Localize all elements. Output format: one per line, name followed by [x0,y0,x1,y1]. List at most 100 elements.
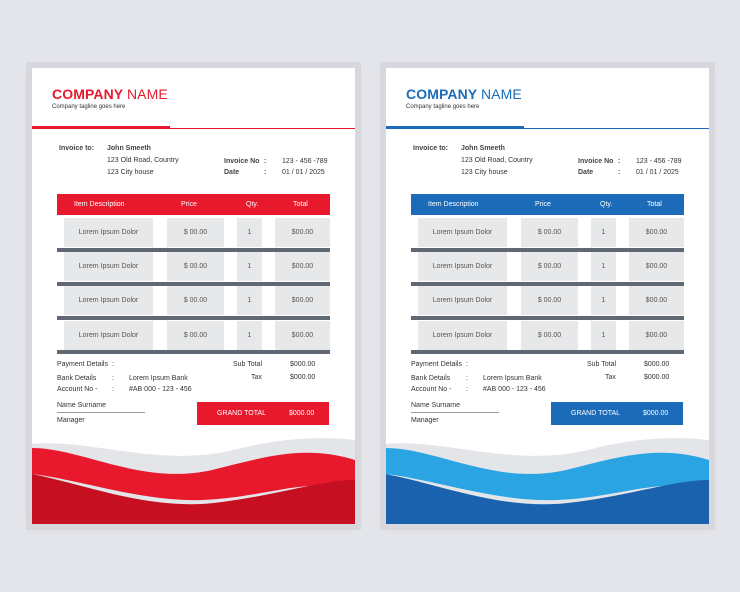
signature-name: Name Surname [411,402,461,409]
bank-name: Lorem Ipsum Bank [483,375,542,382]
account-no-label: Account No - [411,386,452,393]
row-separator [411,248,684,252]
subtotal-value: $000.00 [290,361,316,368]
header-qty: Qty. [600,201,613,208]
wave-accent [32,448,355,501]
grand-total-bar: GRAND TOTAL $000.00 [551,402,683,425]
account-no-value: #AB 000 - 123 - 456 [129,386,192,393]
header-item-description: Item Description [428,201,479,208]
invoice-to-label: Invoice to: [413,145,449,152]
signature-role: Manager [57,417,85,424]
invoice-no-label: Invoice No [578,158,614,165]
item-price: $ 00.00 [167,218,224,247]
wave-accent-dark [32,474,355,524]
footer-wave [386,438,709,524]
colon: : [112,361,114,368]
invoice-no-value: 123 - 456 -789 [282,158,328,165]
header-total: Total [293,201,308,208]
row-separator [57,350,330,354]
account-no-value: #AB 000 - 123 - 456 [483,386,546,393]
subtotal-label: Sub Total [587,361,617,368]
date-value: 01 / 01 / 2025 [636,169,679,176]
signature-name: Name Surname [57,402,107,409]
subtotal-value: $000.00 [644,361,670,368]
item-qty: 1 [237,286,262,315]
item-description: Lorem Ipsum Dolor [418,321,507,350]
item-price: $ 00.00 [167,252,224,281]
grand-total-label: GRAND TOTAL [571,410,621,417]
table-row: Lorem Ipsum Dolor $ 00.00 1 $00.00 [411,215,684,250]
colon: : [264,158,267,165]
account-no-label: Account No - [57,386,98,393]
item-total: $00.00 [629,286,684,315]
invoice-red: COMPANY NAME Company tagline goes here I… [32,68,355,524]
item-price: $ 00.00 [521,252,578,281]
client-name: John Smeeth [461,145,505,152]
payment-details-label: Payment Details [57,361,108,368]
item-description: Lorem Ipsum Dolor [418,252,507,281]
item-price: $ 00.00 [521,218,578,247]
header-rule-thin [524,128,709,129]
header-rule [386,126,524,129]
bank-details-label: Bank Details [411,375,451,382]
bank-details-label: Bank Details [57,375,97,382]
invoice-blue: COMPANY NAME Company tagline goes here I… [386,68,709,524]
colon: : [466,386,468,393]
signature-line [411,412,499,413]
tax-value: $000.00 [290,374,316,381]
date-label: Date [578,169,594,176]
table-row: Lorem Ipsum Dolor $ 00.00 1 $00.00 [411,283,684,318]
row-separator [411,282,684,286]
header-rule [32,126,170,129]
table-row: Lorem Ipsum Dolor $ 00.00 1 $00.00 [57,249,330,284]
item-total: $00.00 [629,252,684,281]
item-total: $00.00 [629,218,684,247]
item-qty: 1 [237,252,262,281]
wave-accent-light [386,448,709,501]
item-description: Lorem Ipsum Dolor [418,286,507,315]
row-separator [57,316,330,320]
grand-total-bar: GRAND TOTAL $000.00 [197,402,329,425]
footer-wave [32,438,355,524]
header-qty: Qty. [246,201,259,208]
colon: : [618,158,621,165]
header-rule-thin [170,128,355,129]
date-label: Date [224,169,240,176]
colon: : [264,169,267,176]
item-total: $00.00 [275,286,330,315]
colon: : [466,361,468,368]
grand-total-value: $000.00 [289,410,315,417]
invoice-no-value: 123 - 456 -789 [636,158,682,165]
item-qty: 1 [237,218,262,247]
company-name: COMPANY NAME [406,86,522,102]
date-value: 01 / 01 / 2025 [282,169,325,176]
row-separator [411,316,684,320]
table-row: Lorem Ipsum Dolor $ 00.00 1 $00.00 [57,283,330,318]
item-qty: 1 [591,286,616,315]
table-header: Item Description Price Qty. Total [411,194,684,215]
client-address-line1: 123 Old Road, Country [461,157,533,164]
item-qty: 1 [591,321,616,350]
tax-label: Tax [605,374,616,381]
signature-role: Manager [411,417,439,424]
client-address-line1: 123 Old Road, Country [107,157,179,164]
item-total: $00.00 [629,321,684,350]
company-tagline: Company tagline goes here [406,104,480,110]
header-total: Total [647,201,662,208]
table-row: Lorem Ipsum Dolor $ 00.00 1 $00.00 [411,318,684,353]
item-price: $ 00.00 [167,286,224,315]
item-total: $00.00 [275,218,330,247]
client-address-line2: 123 City house [107,169,154,176]
client-name: John Smeeth [107,145,151,152]
colon: : [112,375,114,382]
row-separator [57,248,330,252]
header-price: Price [181,201,197,208]
invoice-to-label: Invoice to: [59,145,95,152]
tax-value: $000.00 [644,374,670,381]
item-total: $00.00 [275,252,330,281]
item-qty: 1 [591,252,616,281]
item-description: Lorem Ipsum Dolor [64,252,153,281]
item-total: $00.00 [275,321,330,350]
item-description: Lorem Ipsum Dolor [64,218,153,247]
table-row: Lorem Ipsum Dolor $ 00.00 1 $00.00 [411,249,684,284]
